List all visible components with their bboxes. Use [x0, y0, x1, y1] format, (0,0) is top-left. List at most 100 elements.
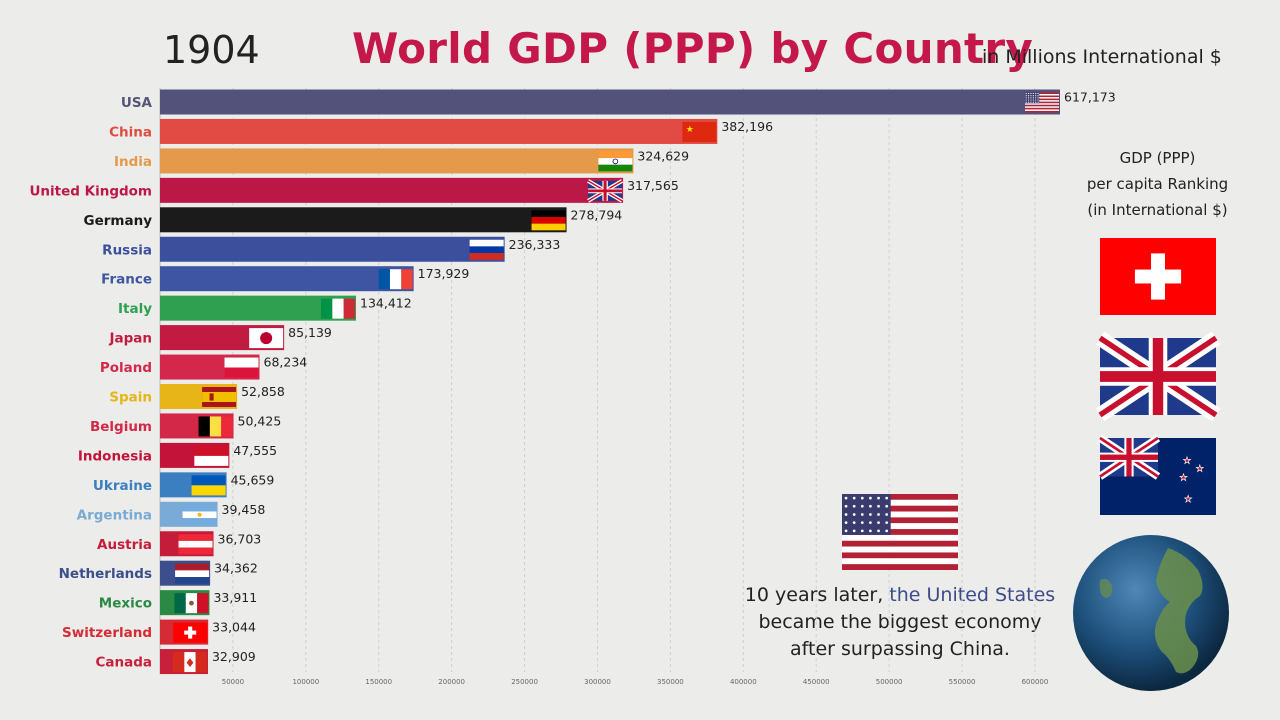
x-tick-label: 300000: [584, 678, 611, 686]
value-label: 173,929: [418, 266, 470, 281]
value-label: 45,659: [231, 472, 275, 487]
units-label: in Millions International $: [982, 46, 1222, 68]
switzerland-flag-icon: [173, 622, 208, 643]
usa-flag-icon: [842, 494, 958, 570]
belgium-flag-icon: [198, 416, 233, 437]
caption-highlight: the United States: [889, 584, 1056, 606]
value-label: 382,196: [721, 119, 773, 134]
caption-line1-text: 10 years later,: [744, 584, 890, 606]
value-label: 50,425: [238, 413, 282, 428]
japan-flag-icon: [249, 328, 284, 349]
x-tick-label: 500000: [876, 678, 903, 686]
x-tick-label: 550000: [949, 678, 976, 686]
category-label: Germany: [84, 213, 153, 229]
per-capita-title-line1: GDP (PPP): [1119, 149, 1196, 167]
category-label: Italy: [118, 301, 152, 317]
ukraine-flag-icon: [191, 475, 226, 496]
category-label: Switzerland: [62, 625, 152, 641]
category-label: France: [101, 272, 152, 288]
chart-title: World GDP (PPP) by Country: [352, 24, 1034, 73]
value-label: 317,565: [627, 178, 679, 193]
netherlands-flag-icon: [175, 563, 210, 584]
caption: 10 years later, the United States became…: [740, 582, 1060, 663]
category-label: Argentina: [77, 507, 152, 523]
category-label: USA: [121, 95, 153, 111]
value-label: 617,173: [1064, 90, 1116, 105]
value-label: 324,629: [637, 148, 689, 163]
category-label: Netherlands: [59, 566, 152, 582]
value-label: 68,234: [264, 355, 308, 370]
svg-text:★: ★: [1196, 463, 1204, 474]
category-label: India: [114, 154, 152, 170]
value-label: 36,703: [218, 531, 262, 546]
x-tick-label: 450000: [803, 678, 830, 686]
x-tick-label: 400000: [730, 678, 757, 686]
globe-icon: [1073, 535, 1229, 691]
x-tick-label: 200000: [438, 678, 465, 686]
italy-flag-icon: [321, 298, 356, 319]
new-zealand-flag-icon: ★ ★ ★ ★: [1097, 434, 1216, 515]
category-label: Austria: [97, 537, 152, 553]
x-tick-label: 150000: [365, 678, 392, 686]
uk-flag-icon: [587, 179, 624, 203]
x-tick-label: 600000: [1022, 678, 1049, 686]
value-label: 32,909: [212, 649, 256, 664]
bar: [160, 118, 718, 144]
china-flag-icon: ★: [682, 121, 717, 142]
svg-text:★: ★: [1179, 473, 1187, 484]
category-label: Mexico: [99, 596, 152, 612]
caption-line1: 10 years later, the United States: [740, 582, 1060, 609]
swiss-flag-icon: [1100, 238, 1216, 315]
value-label: 34,362: [214, 561, 258, 576]
russia-flag-icon: [469, 239, 504, 260]
year-label: 1904: [163, 28, 260, 72]
canada-flag-icon: ♦: [172, 652, 207, 673]
category-label: Japan: [108, 331, 152, 347]
argentina-flag-icon: [182, 504, 217, 525]
spain-flag-icon: [202, 387, 237, 407]
value-label: 39,458: [222, 502, 266, 517]
bar: [160, 266, 414, 292]
caption-line2: became the biggest economy: [758, 611, 1042, 633]
x-tick-label: 250000: [511, 678, 538, 686]
category-label: China: [109, 124, 152, 140]
category-label: Russia: [102, 242, 152, 258]
india-flag-icon: [598, 151, 633, 172]
svg-text:★: ★: [1184, 494, 1192, 505]
value-label: 278,794: [571, 207, 623, 222]
germany-flag-icon: [531, 210, 566, 231]
value-label: 134,412: [360, 296, 412, 311]
category-label: Canada: [95, 655, 152, 671]
bar: [160, 207, 567, 233]
category-label: Indonesia: [78, 448, 152, 464]
france-flag-icon: [378, 269, 413, 290]
category-label: United Kingdom: [29, 183, 152, 199]
indonesia-flag-icon: [194, 445, 229, 466]
uk-flag-icon: [1095, 331, 1221, 422]
caption-line3: after surpassing China.: [790, 638, 1010, 660]
value-label: 47,555: [233, 443, 277, 458]
bar: [160, 177, 624, 203]
value-label: 33,911: [213, 590, 257, 605]
bar: [160, 236, 505, 262]
bar: [160, 89, 1060, 115]
per-capita-title-line3: (in International $): [1087, 201, 1228, 219]
category-label: Spain: [109, 390, 152, 406]
x-tick-label: 50000: [222, 678, 244, 686]
svg-text:♦: ♦: [185, 656, 196, 670]
per-capita-panel-title: GDP (PPP) per capita Ranking (in Interna…: [1070, 145, 1245, 223]
value-label: 33,044: [212, 620, 256, 635]
svg-text:★: ★: [686, 125, 694, 135]
category-label: Poland: [100, 360, 152, 376]
value-label: 85,139: [288, 325, 332, 340]
category-label: Belgium: [90, 419, 152, 435]
category-label: Ukraine: [93, 478, 152, 494]
x-tick-label: 350000: [657, 678, 684, 686]
usa-flag-icon: [1025, 92, 1059, 113]
austria-flag-icon: [178, 534, 213, 555]
mexico-flag-icon: [174, 593, 209, 614]
value-label: 52,858: [241, 384, 285, 399]
svg-text:★: ★: [1183, 456, 1191, 467]
per-capita-title-line2: per capita Ranking: [1086, 175, 1229, 193]
